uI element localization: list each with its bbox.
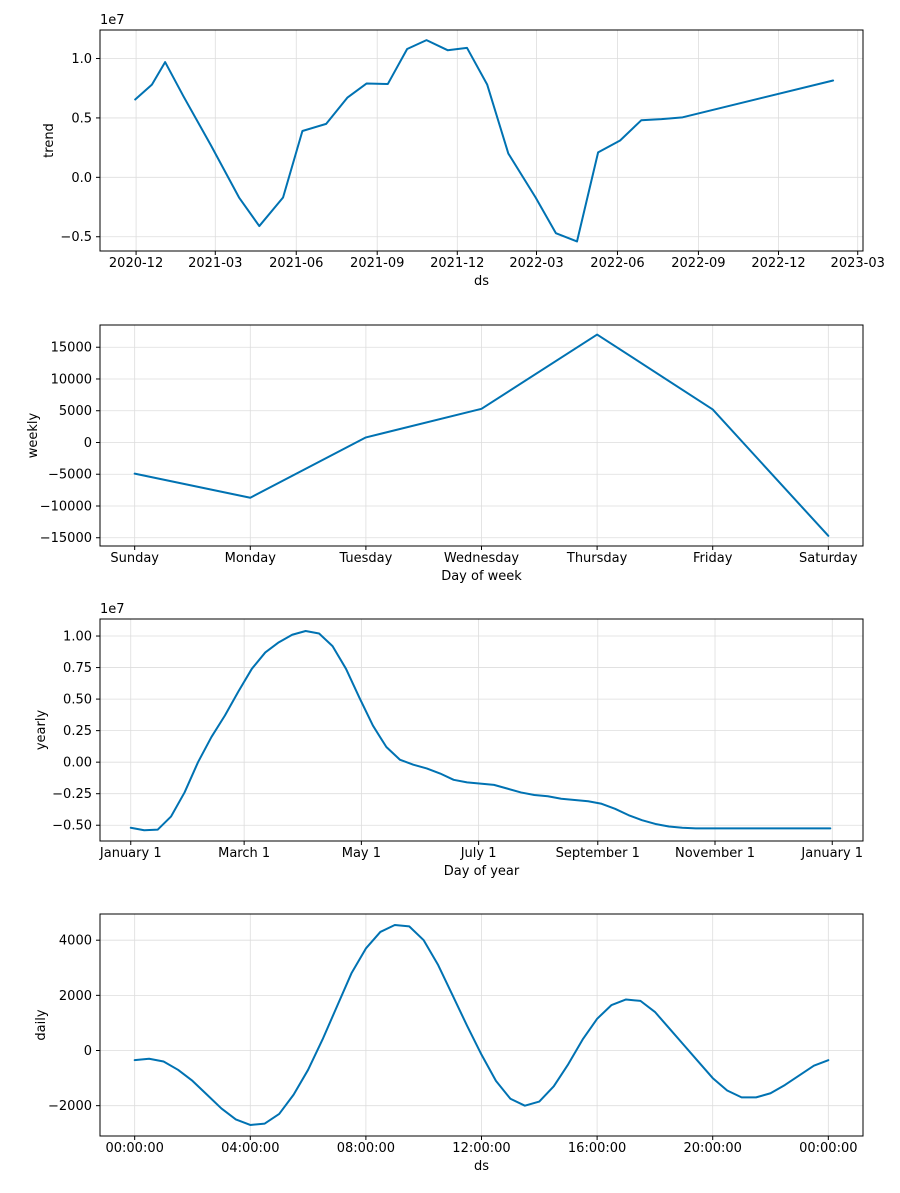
series-line-yearly xyxy=(129,629,832,832)
x-tick-label: 2022-09 xyxy=(671,256,725,271)
y-tick-label: 5000 xyxy=(59,404,92,419)
x-axis-label: Day of year xyxy=(444,864,520,879)
x-tick-label: November 1 xyxy=(675,846,755,861)
x-axis-label: ds xyxy=(474,1159,489,1174)
y-tick-label: 0 xyxy=(84,436,92,451)
axes-frame xyxy=(99,618,864,842)
y-tick-label: −10000 xyxy=(40,499,92,514)
y-tick-label: 2000 xyxy=(59,989,92,1004)
y-tick-label: −2000 xyxy=(48,1099,92,1114)
x-tick-label: Friday xyxy=(693,551,733,566)
series-line-weekly xyxy=(133,333,830,537)
x-tick-label: 2021-06 xyxy=(269,256,323,271)
y-tick-label: −0.5 xyxy=(60,230,92,245)
y-tick-label: 0 xyxy=(84,1044,92,1059)
x-tick-label: Tuesday xyxy=(338,551,392,566)
chart-panel-yearly: January 1 March 1 May 1 July 1 September 1 No… xyxy=(34,602,864,879)
x-tick-label: 2020-12 xyxy=(109,256,163,271)
y-axis-label: trend xyxy=(42,123,57,158)
y-tick-label: −15000 xyxy=(40,531,92,546)
y-tick-label: −0.50 xyxy=(52,819,92,834)
chart-panel-trend: 2020-12 2021-03 2021-06 2021-09 2021-12 2022-… xyxy=(42,13,885,289)
y-offset-label: 1e7 xyxy=(100,13,125,28)
axes-frame xyxy=(99,29,864,252)
x-tick-label: 00:00:00 xyxy=(799,1141,857,1156)
y-offset-label: 1e7 xyxy=(100,602,125,617)
y-tick-label: −5000 xyxy=(48,468,92,483)
y-tick-label: 0.25 xyxy=(63,724,92,739)
y-axis-label: weekly xyxy=(26,412,41,458)
chart-panel-weekly: Sunday Monday Tuesday Wednesday Thursday Frid… xyxy=(26,324,864,584)
y-tick-label: 0.50 xyxy=(63,693,92,708)
x-tick-label: 20:00:00 xyxy=(684,1141,742,1156)
x-tick-label: Saturday xyxy=(799,551,858,566)
x-tick-label: 2022-03 xyxy=(509,256,563,271)
x-tick-label: 00:00:00 xyxy=(105,1141,163,1156)
x-tick-label: 2023-03 xyxy=(831,256,885,271)
x-tick-label: 2022-06 xyxy=(590,256,644,271)
x-tick-label: 2021-03 xyxy=(188,256,242,271)
y-tick-label: 0.00 xyxy=(63,756,92,771)
x-tick-label: 08:00:00 xyxy=(337,1141,395,1156)
y-tick-label: −0.25 xyxy=(52,787,92,802)
y-tick-label: 0.0 xyxy=(71,171,92,186)
x-tick-label: Monday xyxy=(225,551,277,566)
y-tick-label: 15000 xyxy=(51,341,92,356)
y-tick-label: 1.0 xyxy=(71,52,92,67)
x-axis-label: ds xyxy=(474,274,489,289)
y-tick-label: 10000 xyxy=(51,372,92,387)
x-axis-label: Day of week xyxy=(441,569,522,584)
x-tick-label: Thursday xyxy=(566,551,628,566)
y-axis-label: yearly xyxy=(34,710,49,751)
y-tick-label: 4000 xyxy=(59,934,92,949)
y-tick-label: 0.75 xyxy=(63,661,92,676)
x-tick-label: 12:00:00 xyxy=(452,1141,510,1156)
y-axis-label: daily xyxy=(34,1009,49,1040)
y-tick-label: 1.00 xyxy=(63,630,92,645)
x-tick-label: Sunday xyxy=(110,551,159,566)
x-tick-label: 2022-12 xyxy=(751,256,805,271)
x-tick-label: May 1 xyxy=(342,846,381,861)
x-tick-label: January 1 xyxy=(99,846,162,861)
x-tick-label: 16:00:00 xyxy=(568,1141,626,1156)
x-tick-label: 04:00:00 xyxy=(221,1141,279,1156)
y-tick-label: 0.5 xyxy=(71,111,92,126)
x-tick-label: 2021-09 xyxy=(350,256,404,271)
series-line-daily xyxy=(133,924,830,1126)
x-tick-label: January 1 xyxy=(800,846,863,861)
x-tick-label: September 1 xyxy=(556,846,640,861)
x-tick-label: 2021-12 xyxy=(430,256,484,271)
x-tick-label: March 1 xyxy=(218,846,270,861)
series-line-trend xyxy=(134,39,835,243)
chart-panel-daily: 00:00:00 04:00:00 08:00:00 12:00:00 16:00:00… xyxy=(34,913,864,1174)
x-tick-label: Wednesday xyxy=(444,551,520,566)
x-tick-label: July 1 xyxy=(460,846,497,861)
